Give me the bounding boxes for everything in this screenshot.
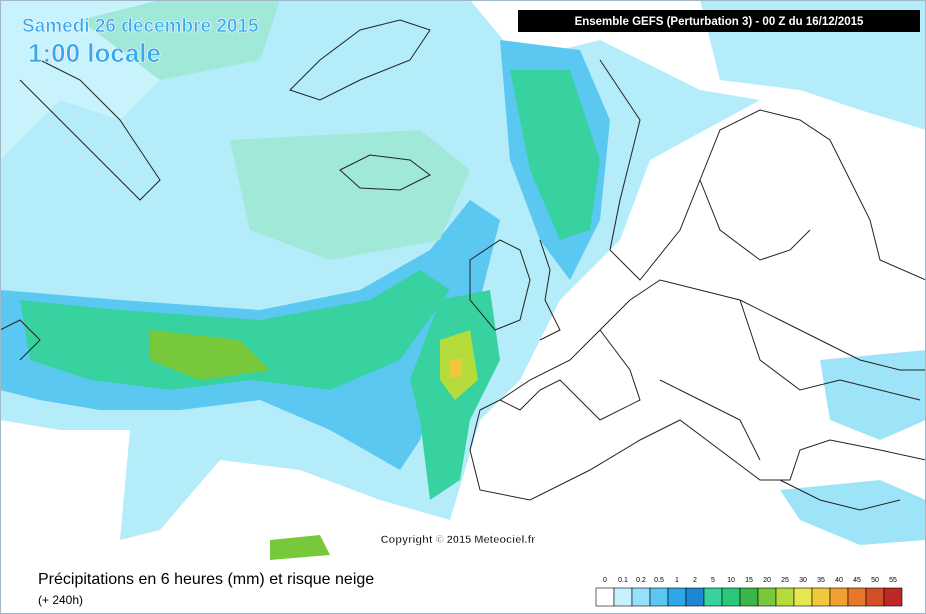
legend-swatch — [811, 587, 831, 607]
legend-swatch — [757, 587, 777, 607]
coastlines — [0, 19, 926, 511]
legend-label: 30 — [799, 577, 807, 584]
legend-label: 5 — [711, 577, 715, 584]
model-banner — [518, 10, 920, 32]
legend-swatch — [703, 587, 723, 607]
legend-swatch — [847, 587, 867, 607]
legend-label: 0.5 — [654, 577, 664, 584]
legend-label: 2 — [693, 577, 697, 584]
legend-swatch — [829, 587, 849, 607]
model-info: Ensemble GEFS (Perturbation 3) - 00 Z du… — [575, 16, 864, 28]
legend-swatch — [865, 587, 885, 607]
legend-label: 0 — [603, 577, 607, 584]
footer-lead: (+ 240h) — [38, 593, 83, 607]
legend-label: 0.1 — [618, 577, 628, 584]
legend-swatch — [631, 587, 651, 607]
legend-label: 55 — [889, 577, 897, 584]
legend-label: 35 — [817, 577, 825, 584]
legend-label: 15 — [745, 577, 753, 584]
legend-label: 1 — [675, 577, 679, 584]
legend-label: 45 — [853, 577, 861, 584]
legend-label: 25 — [781, 577, 789, 584]
legend-label: 10 — [727, 577, 735, 584]
legend-swatch — [595, 587, 615, 607]
legend-swatch — [649, 587, 669, 607]
legend-swatch — [667, 587, 687, 607]
legend-swatch — [685, 587, 705, 607]
legend: 0 0.1 0.2 0.5 1 2 5 10 15 20 25 30 35 40 45 50 55 — [595, 577, 903, 607]
copyright: Copyright © 2015 Meteociel.fr — [381, 534, 537, 546]
legend-label: 40 — [835, 577, 843, 584]
precip-field — [0, 0, 926, 560]
legend-swatch — [793, 587, 813, 607]
legend-label: 0.2 — [636, 577, 646, 584]
legend-swatch — [613, 587, 633, 607]
legend-swatch — [721, 587, 741, 607]
legend-label: 50 — [871, 577, 879, 584]
legend-swatch — [739, 587, 759, 607]
legend-swatch — [775, 587, 795, 607]
footer-title: Précipitations en 6 heures (mm) et risqu… — [38, 571, 374, 588]
legend-label: 20 — [763, 577, 771, 584]
legend-swatch — [883, 587, 903, 607]
date: Samedi 26 décembre 2015 — [22, 16, 259, 37]
time: 1:00 locale — [28, 38, 161, 68]
